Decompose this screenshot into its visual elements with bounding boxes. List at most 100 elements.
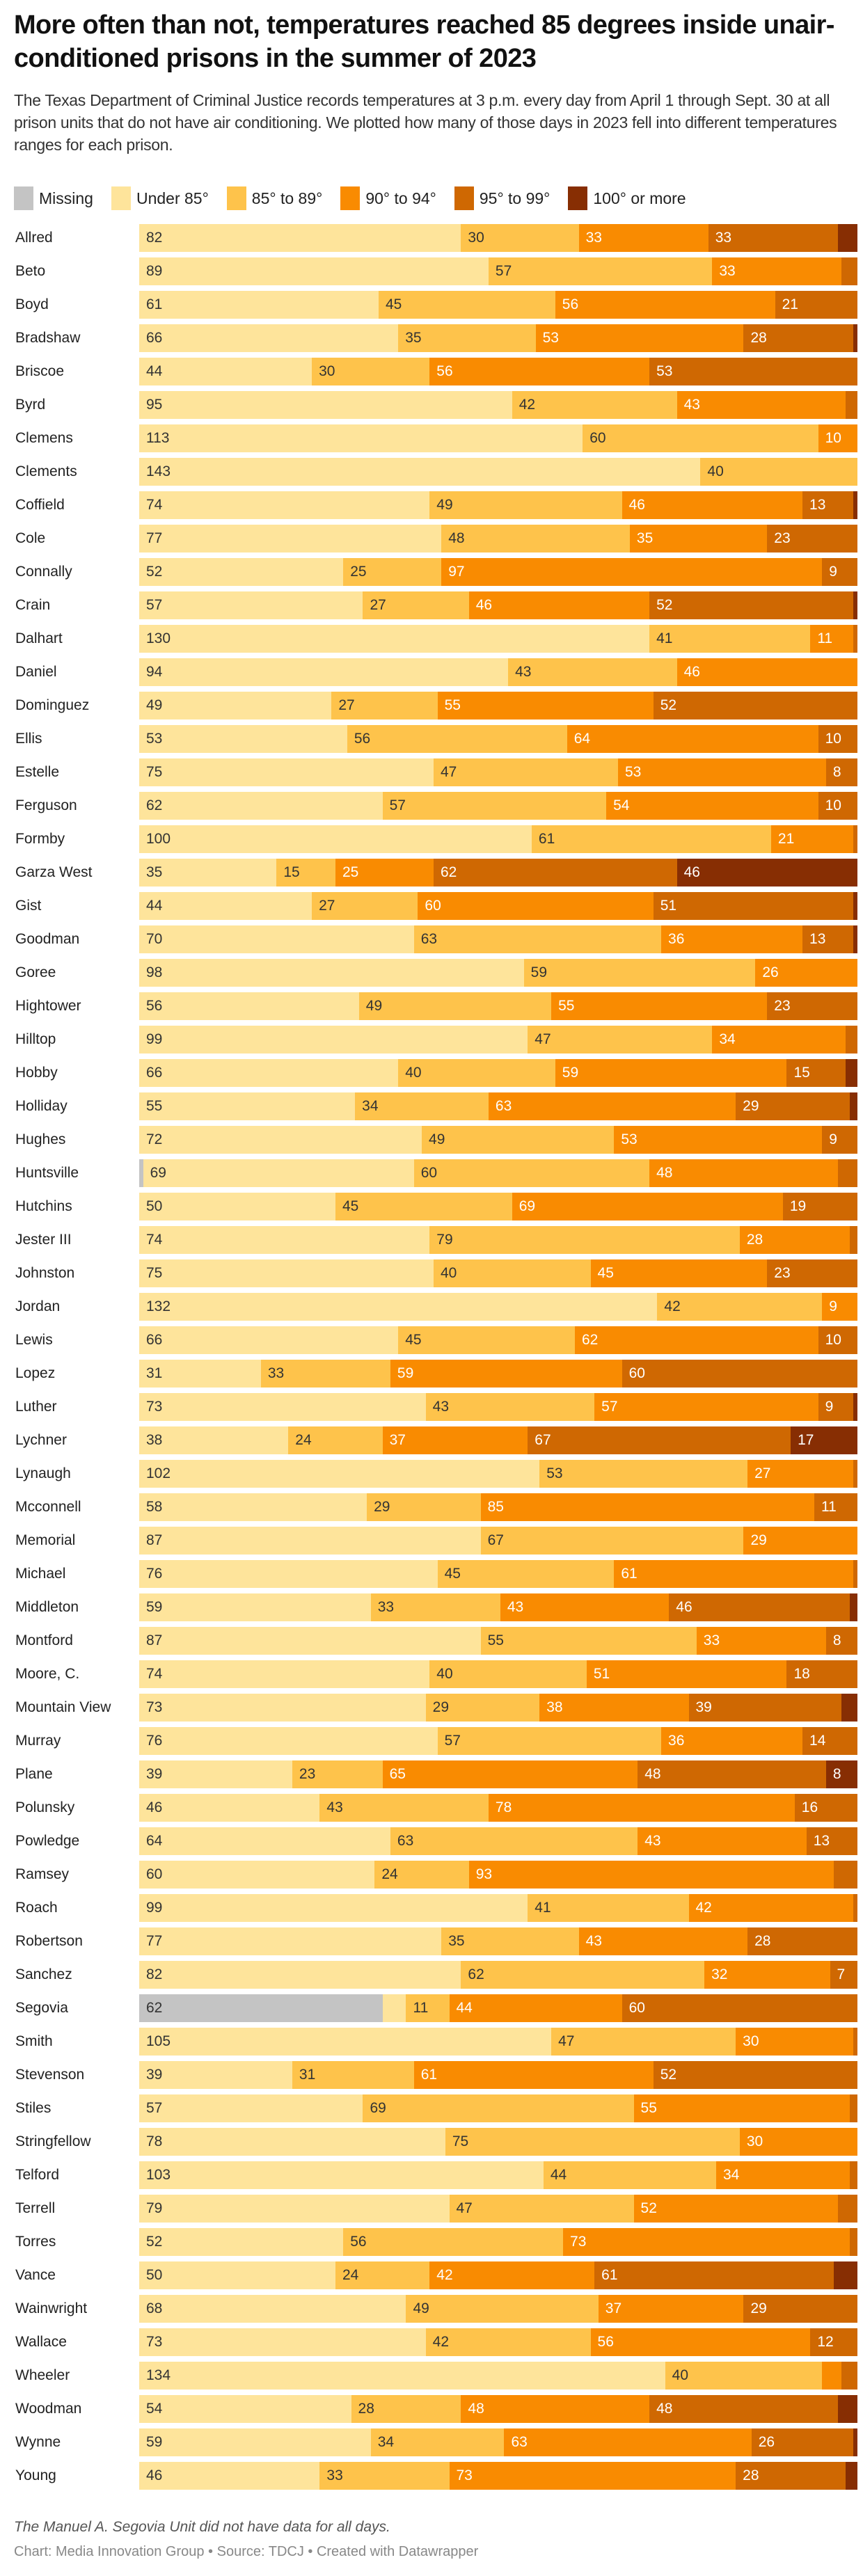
row-label: Young — [15, 2467, 56, 2483]
bar-segment — [712, 1026, 846, 1054]
bar-segment — [853, 1560, 858, 1588]
data-label: 59 — [146, 2434, 163, 2450]
bar-segment — [841, 2362, 858, 2390]
bar-segment — [818, 725, 858, 753]
bar-segment — [429, 1226, 741, 1254]
data-label: 82 — [146, 1966, 163, 1982]
bar-segment — [382, 1760, 638, 1788]
data-label: 44 — [456, 2000, 473, 2016]
data-label: 60 — [146, 1866, 163, 1882]
bar-segment — [139, 558, 344, 586]
bar-segment — [139, 1894, 528, 1922]
legend-label: 90° to 94° — [365, 189, 436, 207]
bar-segment — [551, 992, 768, 1020]
data-label: 43 — [326, 1799, 343, 1815]
data-label: 59 — [530, 964, 547, 980]
bar-segment — [468, 591, 650, 619]
data-label: 66 — [146, 1065, 163, 1081]
data-label: 46 — [628, 497, 645, 513]
bar-segment — [712, 257, 842, 285]
bar-segment — [846, 391, 858, 419]
data-label: 132 — [146, 1298, 171, 1314]
data-label: 50 — [146, 1198, 163, 1214]
data-label: 42 — [432, 2334, 450, 2350]
legend-swatch — [14, 186, 33, 210]
bar-segment — [649, 358, 858, 385]
data-label: 52 — [660, 697, 677, 713]
data-label: 73 — [570, 2234, 587, 2250]
bar-segment — [449, 1994, 623, 2022]
data-label: 100 — [146, 831, 171, 847]
bar-segment — [425, 1694, 540, 1722]
bar-segment — [425, 1393, 595, 1421]
bar-segment — [418, 892, 654, 920]
data-label: 56 — [350, 2234, 367, 2250]
data-label: 35 — [636, 530, 654, 546]
bar-segment — [260, 1360, 391, 1388]
data-label: 99 — [146, 1031, 163, 1047]
data-label: 30 — [319, 363, 335, 379]
data-label: 74 — [146, 497, 163, 513]
bar-segment — [818, 1393, 854, 1421]
data-label: 45 — [405, 1332, 422, 1348]
bar-segment — [406, 2295, 599, 2323]
bar-segment — [669, 1593, 850, 1621]
data-label: 58 — [146, 1499, 163, 1515]
bar-segment — [704, 1961, 831, 1989]
data-label: 62 — [146, 2000, 163, 2016]
bar-segment — [853, 324, 858, 352]
bar-segment — [139, 257, 489, 285]
row-label: Gist — [15, 898, 42, 914]
bar-segment — [433, 758, 619, 786]
bar-segment — [139, 925, 415, 953]
bar-segment — [437, 1560, 615, 1588]
data-label: 48 — [644, 1766, 661, 1782]
data-label: 57 — [146, 597, 163, 613]
bar-segment — [747, 1927, 858, 1955]
bar-segment — [743, 324, 854, 352]
data-label: 28 — [750, 330, 767, 346]
data-label: 73 — [456, 2467, 473, 2483]
bar-segment — [708, 224, 839, 252]
bar-segment — [139, 358, 312, 385]
bar-segment — [583, 424, 819, 452]
row-label: Mcconnell — [15, 1499, 81, 1515]
data-label: 61 — [621, 1566, 638, 1582]
data-label: 8 — [832, 1766, 841, 1782]
data-label: 62 — [146, 797, 163, 813]
data-label: 9 — [825, 1399, 834, 1415]
row-label: Wynne — [15, 2434, 61, 2450]
bar-segment — [139, 658, 509, 686]
bar-segment — [555, 291, 776, 319]
bar-segment — [139, 1794, 320, 1822]
data-label: 59 — [562, 1065, 579, 1081]
data-label: 60 — [420, 1165, 438, 1181]
bar-segment — [139, 591, 363, 619]
row-label: Beto — [15, 263, 46, 279]
data-label: 130 — [146, 630, 171, 646]
row-label: Clements — [15, 463, 77, 479]
row-label: Plane — [15, 1766, 53, 1782]
bar-segment — [834, 2261, 858, 2289]
bar-segment — [767, 525, 858, 552]
bar-segment — [567, 725, 819, 753]
bar-segment — [849, 1593, 858, 1621]
data-label: 54 — [146, 2401, 163, 2417]
bar-segment — [853, 591, 858, 619]
row-label: Lychner — [15, 1432, 67, 1448]
bar-segment — [461, 1961, 705, 1989]
bar-segment — [139, 424, 583, 452]
bar-segment — [139, 1092, 356, 1120]
data-label: 27 — [338, 697, 355, 713]
data-label: 89 — [146, 263, 163, 279]
bar-segment — [398, 1326, 576, 1354]
legend-item: Missing — [14, 186, 93, 210]
data-label: 40 — [440, 1265, 457, 1281]
data-label: 10 — [825, 1332, 841, 1348]
row-label: Moore, C. — [15, 1666, 80, 1682]
data-label: 29 — [743, 1098, 759, 1114]
data-label: 59 — [397, 1365, 414, 1381]
bar-segment — [413, 2061, 654, 2089]
data-label: 46 — [475, 597, 493, 613]
